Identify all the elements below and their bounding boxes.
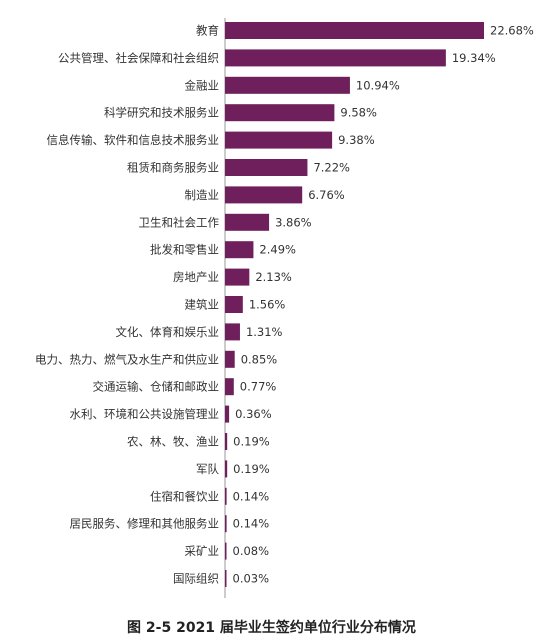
value-label: 6.76%: [308, 188, 345, 202]
bar: [225, 378, 234, 396]
category-label: 军队: [196, 462, 219, 476]
category-label: 房地产业: [173, 270, 219, 284]
bar-chart: 教育 22.68% 公共管理、社会保障和社会组织 19.34% 金融业 10.94% 科学研…: [35, 18, 534, 598]
category-label: 交通运输、仓储和邮政业: [93, 380, 220, 394]
bar: [225, 22, 484, 39]
value-label: 9.38%: [338, 133, 375, 147]
bar: [225, 323, 240, 341]
category-label: 住宿和餐饮业: [150, 489, 219, 503]
bars-group: 教育 22.68% 公共管理、社会保障和社会组织 19.34% 金融业 10.94% 科学研…: [35, 22, 534, 587]
value-label: 0.14%: [233, 517, 270, 531]
bar: [225, 76, 350, 94]
category-label: 电力、热力、燃气及水生产和供应业: [35, 352, 219, 366]
bar: [225, 241, 254, 259]
value-label: 3.86%: [275, 215, 312, 229]
value-label: 1.31%: [246, 325, 283, 339]
value-label: 9.58%: [340, 106, 377, 120]
bar: [225, 213, 270, 231]
value-label: 1.56%: [249, 298, 286, 312]
category-label: 卫生和社会工作: [139, 215, 220, 229]
value-label: 2.13%: [255, 270, 292, 284]
bar: [225, 570, 227, 587]
value-label: 7.22%: [313, 161, 350, 175]
category-label: 科学研究和技术服务业: [104, 106, 219, 120]
value-label: 0.19%: [233, 462, 270, 476]
bar: [225, 268, 250, 286]
value-label: 19.34%: [452, 51, 496, 65]
category-label: 居民服务、修理和其他服务业: [70, 517, 220, 531]
bar: [225, 487, 227, 505]
category-label: 金融业: [185, 78, 220, 92]
category-label: 采矿业: [185, 544, 220, 558]
bar: [225, 49, 446, 67]
category-label: 公共管理、社会保障和社会组织: [58, 51, 219, 65]
value-label: 0.14%: [233, 489, 270, 503]
bar: [225, 515, 227, 533]
value-label: 0.19%: [233, 435, 270, 449]
category-label: 批发和零售业: [150, 243, 219, 257]
category-label: 信息传输、软件和信息技术服务业: [47, 133, 220, 147]
value-label: 0.85%: [241, 352, 278, 366]
category-label: 建筑业: [185, 298, 220, 312]
bar: [225, 433, 228, 450]
category-label: 租赁和商务服务业: [127, 161, 219, 175]
value-label: 10.94%: [356, 78, 400, 92]
bar: [225, 104, 335, 122]
bar: [225, 350, 235, 368]
bar: [225, 186, 303, 204]
bar: [225, 460, 228, 478]
bar: [225, 296, 243, 313]
bar: [225, 542, 227, 560]
bar: [225, 131, 333, 149]
bar: [225, 405, 230, 423]
value-label: 2.49%: [259, 243, 296, 257]
category-label: 制造业: [185, 188, 220, 202]
bar: [225, 159, 308, 176]
value-label: 0.08%: [233, 544, 270, 558]
value-label: 0.03%: [233, 572, 270, 586]
category-label: 农、林、牧、渔业: [127, 435, 219, 449]
category-label: 国际组织: [173, 572, 219, 586]
category-label: 水利、环境和公共设施管理业: [70, 407, 220, 421]
value-label: 0.36%: [235, 407, 272, 421]
chart-caption: 图 2-5 2021 届毕业生签约单位行业分布情况: [127, 620, 416, 636]
category-label: 教育: [196, 24, 219, 38]
category-label: 文化、体育和娱乐业: [116, 325, 220, 339]
value-label: 0.77%: [240, 380, 277, 394]
value-label: 22.68%: [490, 24, 534, 38]
